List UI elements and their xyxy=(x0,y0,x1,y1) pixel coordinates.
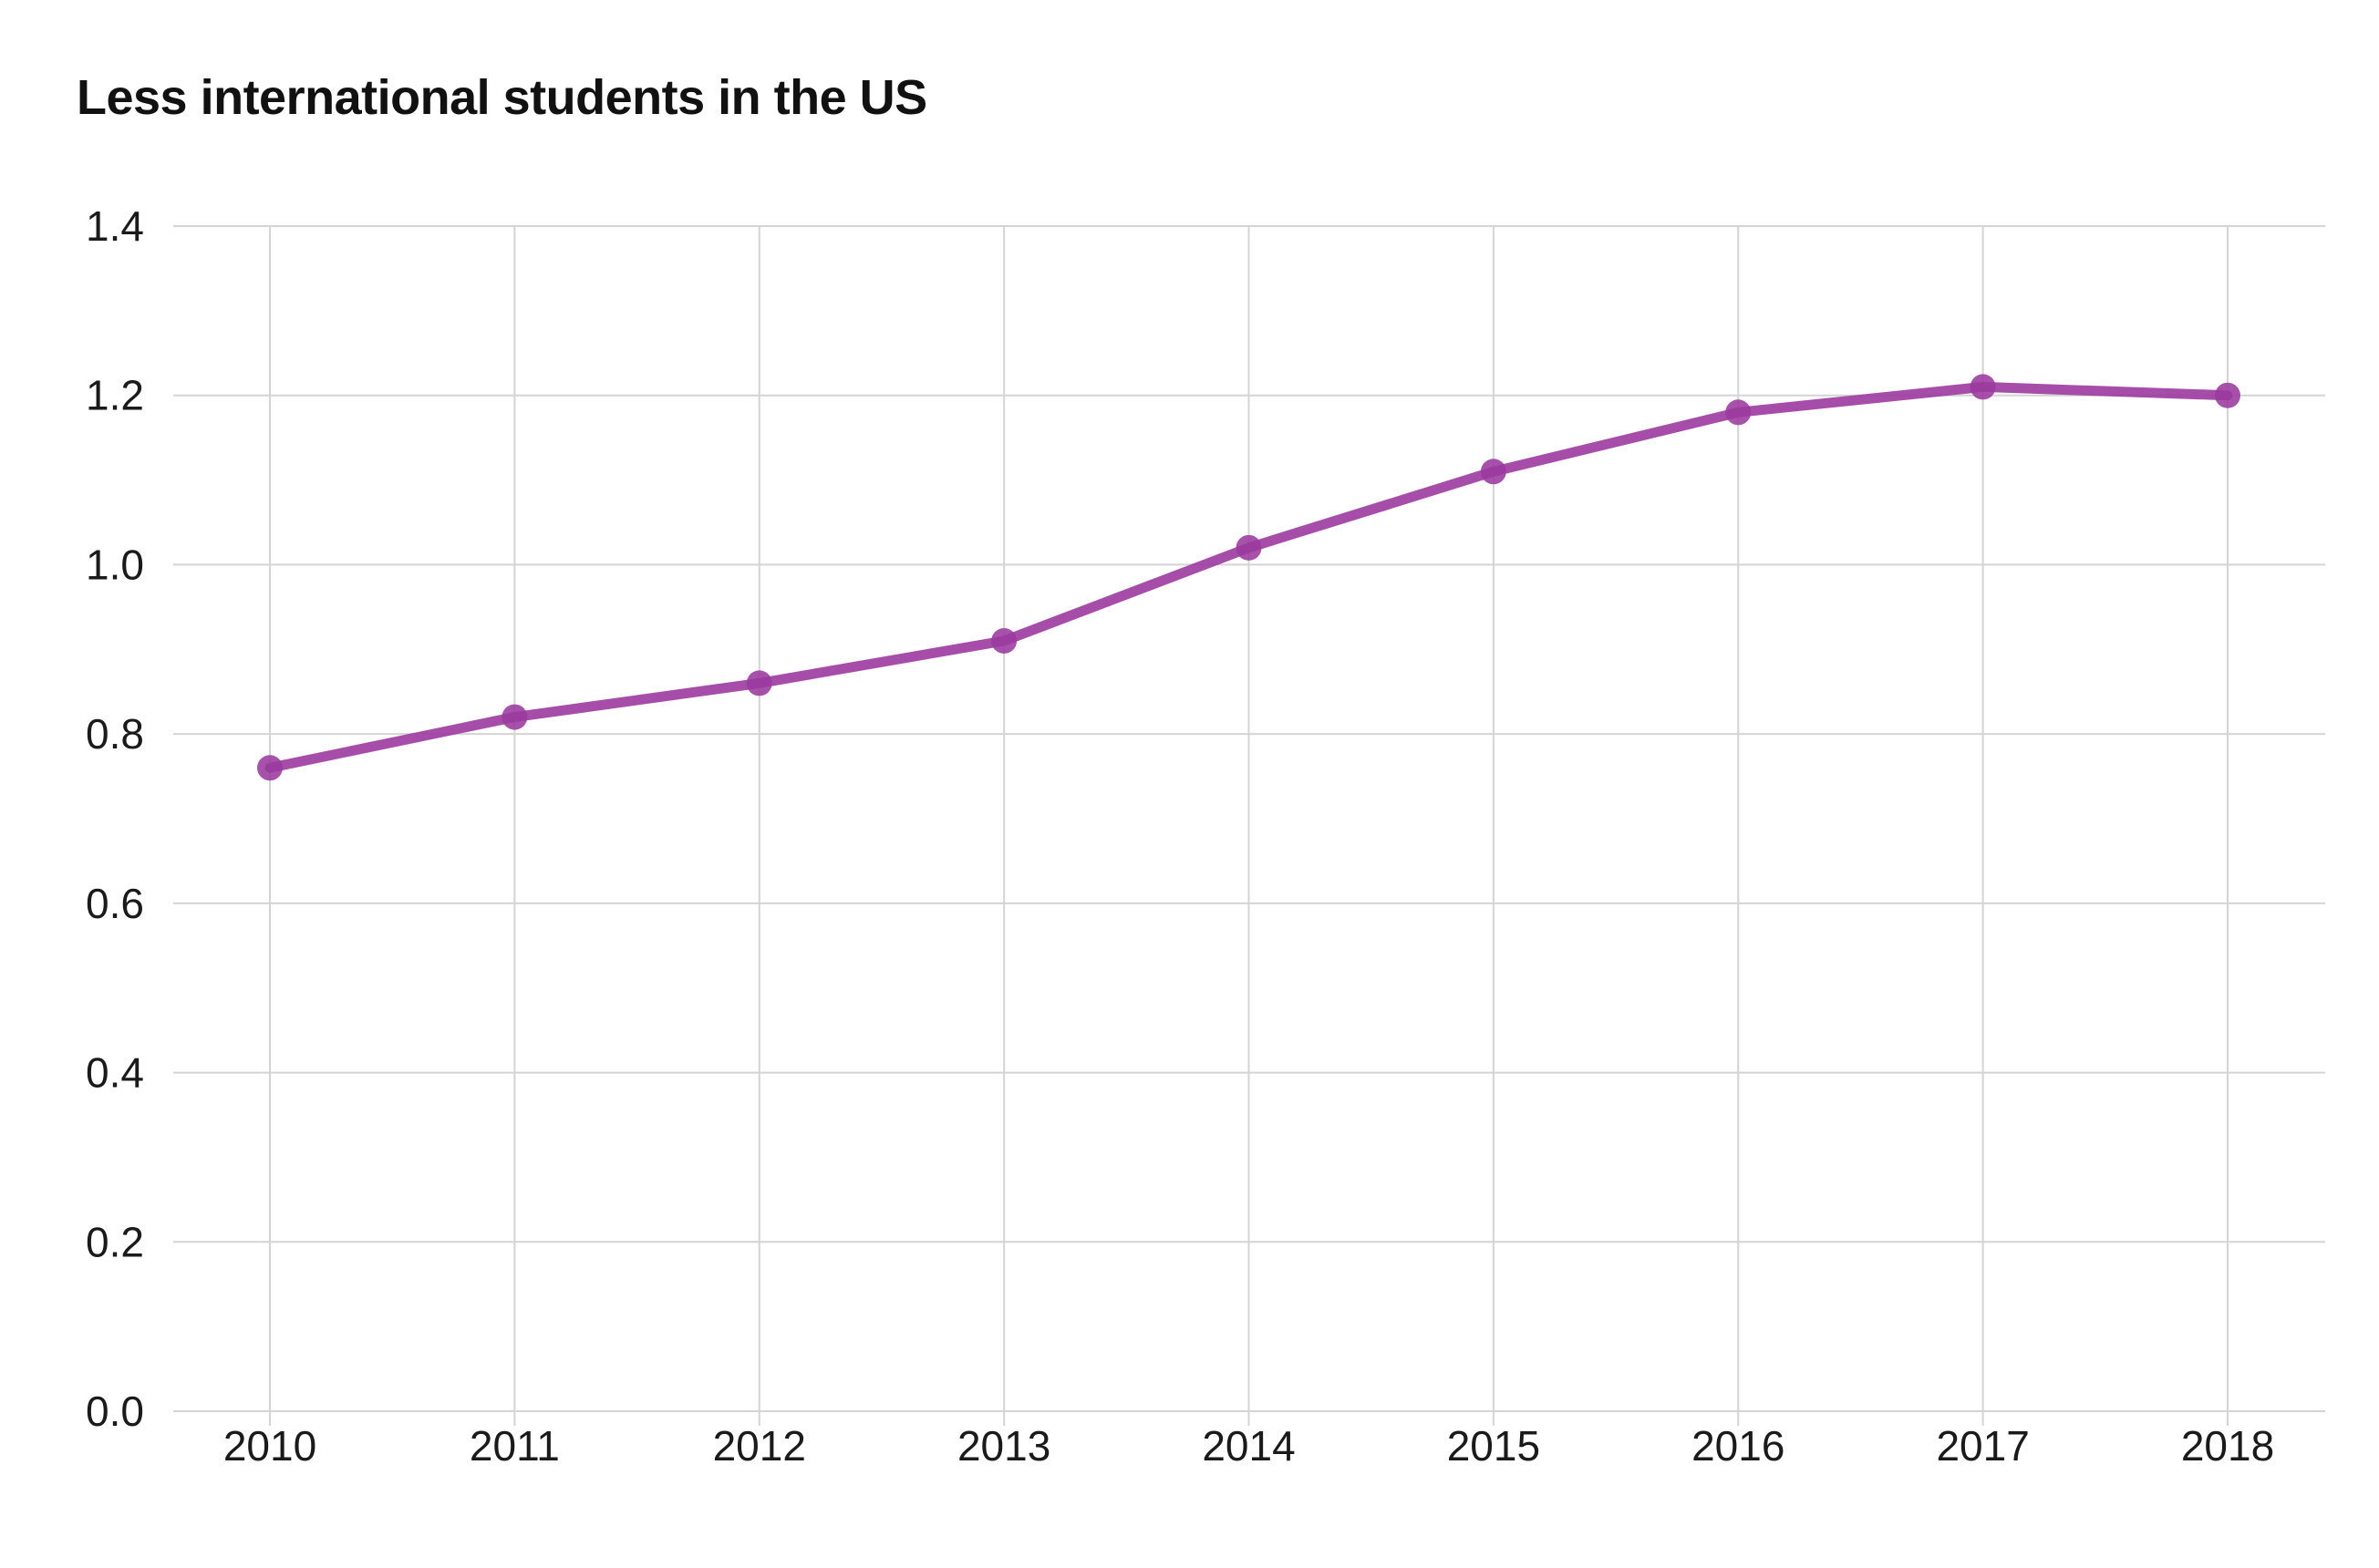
x-tick-label: 2010 xyxy=(223,1422,316,1470)
data-point xyxy=(1236,534,1262,561)
y-tick-label: 0.4 xyxy=(86,1049,144,1097)
y-tick-label: 1.2 xyxy=(86,372,144,419)
data-point xyxy=(1480,459,1506,485)
data-point xyxy=(502,704,528,730)
y-tick-label: 1.0 xyxy=(86,541,144,588)
data-point xyxy=(257,755,283,781)
y-tick-label: 0.6 xyxy=(86,880,144,927)
y-tick-label: 1.4 xyxy=(86,202,144,250)
x-tick-label: 2016 xyxy=(1691,1422,1784,1470)
x-tick-label: 2012 xyxy=(713,1422,806,1470)
data-point xyxy=(991,628,1018,654)
x-tick-label: 2017 xyxy=(1936,1422,2029,1470)
chart-title: Less international students in the US xyxy=(77,70,927,125)
x-tick-label: 2018 xyxy=(2181,1422,2274,1470)
y-tick-label: 0.2 xyxy=(86,1218,144,1265)
x-tick-label: 2011 xyxy=(470,1422,560,1470)
x-tick-label: 2015 xyxy=(1447,1422,1540,1470)
data-point xyxy=(2215,382,2240,408)
x-tick-label: 2013 xyxy=(957,1422,1050,1470)
axes: 0.0 0.2 0.4 0.6 0.8 1.0 1.2 1.4 2010 2011 2012 2013… xyxy=(86,202,2274,1470)
data-point xyxy=(1970,374,1996,400)
x-tick-label: 2014 xyxy=(1202,1422,1295,1470)
grid-lines xyxy=(173,225,2325,1426)
data-point xyxy=(746,670,772,696)
y-tick-label: 0.8 xyxy=(86,710,144,758)
series-layer xyxy=(257,374,2240,781)
y-tick-label: 0.0 xyxy=(86,1387,144,1435)
data-point xyxy=(1725,399,1752,426)
